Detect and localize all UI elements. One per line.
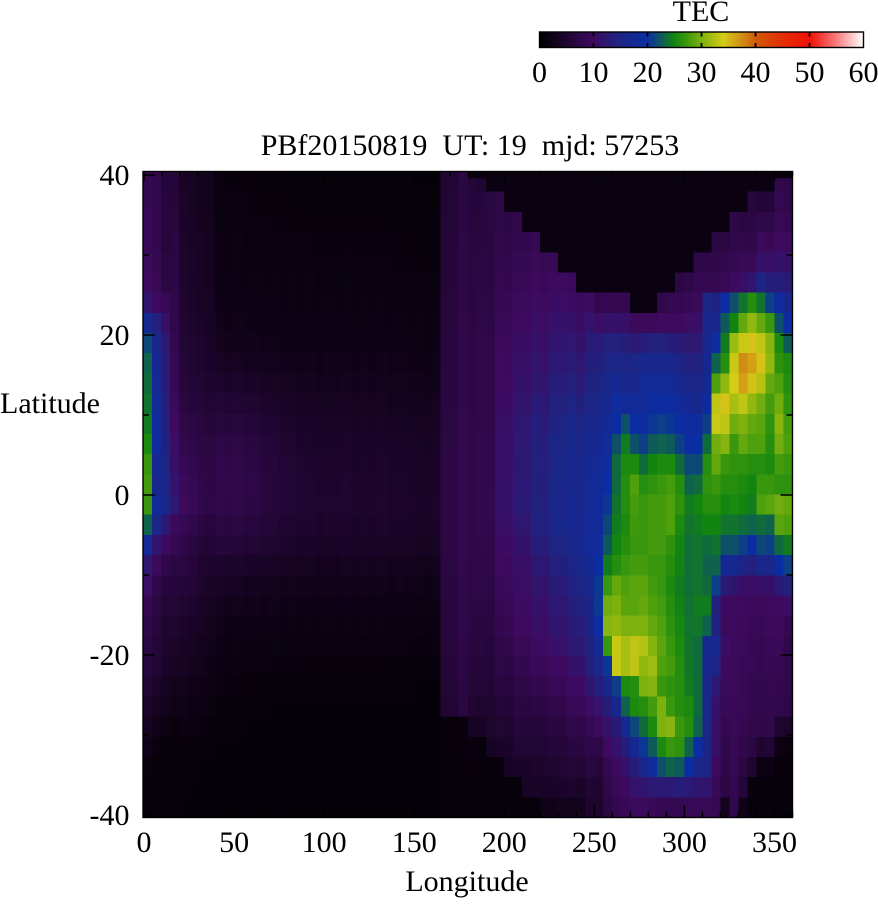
svg-text:Latitude: Latitude [0, 387, 100, 420]
svg-text:-40: -40 [90, 799, 130, 832]
svg-text:50: 50 [219, 826, 249, 859]
svg-text:50: 50 [795, 56, 825, 89]
svg-text:60: 60 [849, 56, 878, 89]
svg-text:40: 40 [741, 56, 771, 89]
svg-text:0: 0 [137, 826, 152, 859]
svg-text:30: 30 [687, 56, 717, 89]
svg-text:300: 300 [662, 826, 707, 859]
svg-text:350: 350 [752, 826, 797, 859]
svg-text:TEC: TEC [673, 0, 730, 28]
svg-text:100: 100 [302, 826, 347, 859]
svg-text:40: 40 [100, 159, 130, 192]
svg-text:150: 150 [392, 826, 437, 859]
svg-text:200: 200 [482, 826, 527, 859]
svg-text:20: 20 [633, 56, 663, 89]
svg-text:Longitude: Longitude [405, 865, 528, 898]
svg-text:10: 10 [579, 56, 609, 89]
svg-text:250: 250 [572, 826, 617, 859]
svg-text:-20: -20 [90, 639, 130, 672]
svg-text:0: 0 [532, 56, 547, 89]
svg-text:0: 0 [115, 479, 130, 512]
svg-text:20: 20 [100, 319, 130, 352]
svg-text:PBf20150819 UT: 19 mjd: 5725: PBf20150819 UT: 19 mjd: 57253 [261, 129, 680, 162]
